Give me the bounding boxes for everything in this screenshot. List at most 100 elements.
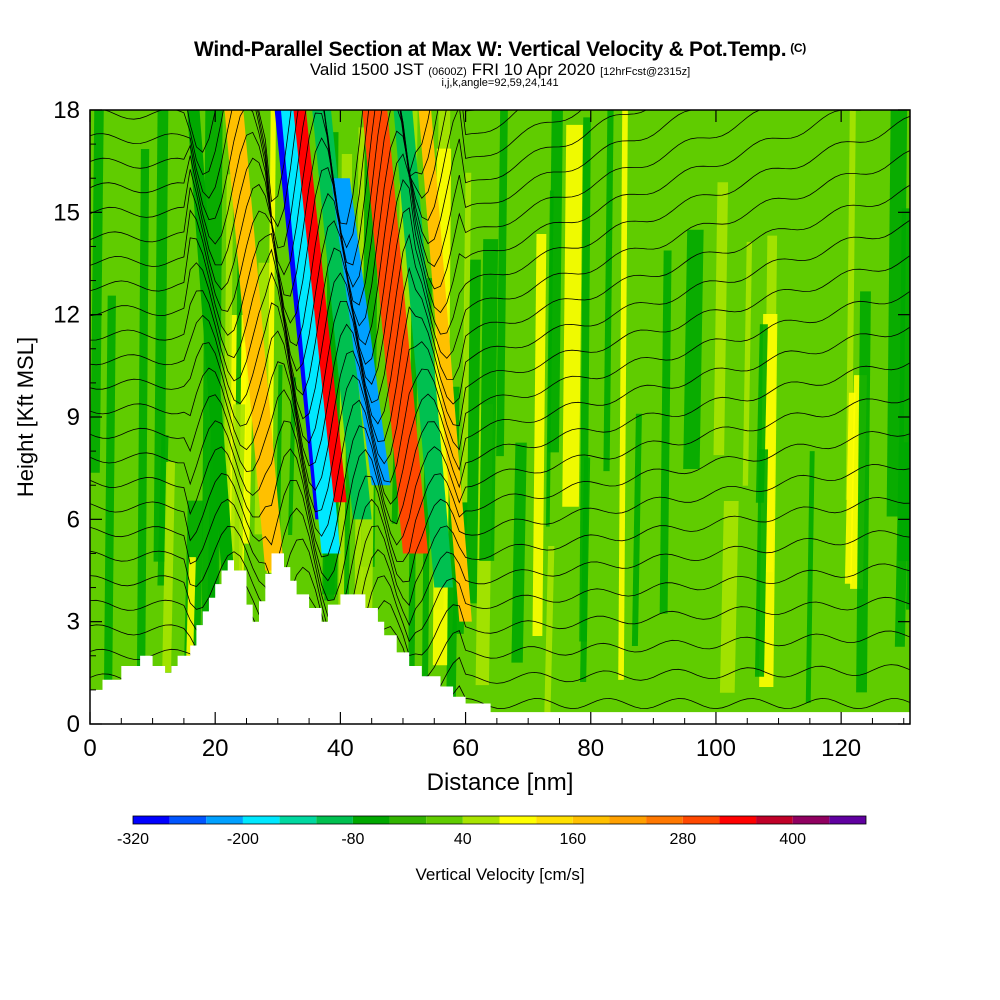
isentrope-line — [90, 464, 910, 625]
colorbar-swatch — [242, 816, 280, 824]
x-tick-label: 0 — [83, 735, 96, 762]
y-tick-label: 18 — [53, 97, 80, 124]
heatmap-streak — [844, 392, 856, 584]
wave-band — [187, 110, 241, 656]
isentrope-line — [90, 326, 910, 537]
chart-subtitle: Valid 1500 JST (0600Z) FRI 10 Apr 2020 [… — [0, 60, 1000, 80]
colorbar-swatch — [426, 816, 463, 824]
heatmap-streak — [580, 457, 591, 682]
x-axis-label: Distance [nm] — [427, 769, 574, 796]
colorbar-swatch — [389, 816, 427, 824]
valid-date: FRI 10 Apr 2020 — [471, 60, 596, 79]
heatmap-streak — [894, 442, 909, 647]
heatmap-streak — [805, 451, 815, 703]
wave-band — [293, 110, 347, 503]
colorbar-swatch — [792, 816, 830, 824]
colorbar-tick-label: 280 — [669, 831, 696, 848]
isentrope-line — [90, 110, 762, 347]
colorbar-swatch — [646, 816, 683, 824]
colorbar-swatch — [279, 816, 317, 824]
wave-band — [312, 110, 372, 520]
wave-band — [362, 110, 429, 554]
colorbar-tick-label: -80 — [341, 831, 364, 848]
isentrope-line — [90, 219, 910, 467]
heatmap-streak — [742, 241, 753, 486]
terrain — [90, 553, 910, 724]
colorbar-swatch — [829, 816, 866, 824]
isentrope-line — [90, 290, 910, 513]
x-tick-label: 20 — [202, 735, 229, 762]
colorbar-swatch — [169, 816, 207, 824]
x-tick-label: 100 — [696, 735, 736, 762]
colorbar-swatch — [609, 816, 647, 824]
colorbar-swatch — [756, 816, 793, 824]
heatmap-streak — [544, 545, 555, 720]
heatmap-streak — [90, 110, 104, 473]
isentrope-line — [90, 497, 910, 644]
x-tick-label: 120 — [821, 735, 861, 762]
isentrope-line — [90, 110, 582, 288]
y-tick-label: 9 — [67, 404, 80, 431]
heatmap-streak — [103, 295, 116, 717]
heatmap-streak — [532, 233, 547, 636]
colorbar-tick-label: -320 — [117, 831, 149, 848]
wave-band — [418, 110, 472, 622]
heatmap-streak — [461, 172, 472, 503]
isentrope-line — [90, 530, 910, 667]
title-text: Wind-Parallel Section at Max W: Vertical… — [194, 38, 787, 61]
isentrope-line — [90, 110, 648, 306]
heatmap-streak — [856, 291, 871, 693]
colorbar-swatch — [682, 816, 720, 824]
wave-band — [393, 110, 454, 588]
colorbar-label: Vertical Velocity [cm/s] — [415, 865, 584, 884]
isentrope-line — [90, 110, 706, 327]
forecast-info: [12hrFcst@2315z] — [600, 66, 691, 78]
x-tick-label: 40 — [327, 735, 354, 762]
colorbar-tick-label: 40 — [454, 831, 472, 848]
colorbar-swatch — [719, 816, 757, 824]
colorbar-frame — [132, 815, 867, 825]
wave-band — [330, 178, 391, 486]
x-tick-label: 80 — [577, 735, 604, 762]
wave-band — [280, 110, 341, 554]
isentrope-line — [90, 184, 910, 444]
heatmap-streak — [631, 413, 642, 647]
colorbar-swatch — [462, 816, 500, 824]
heatmap-streak — [754, 449, 769, 677]
isentrope-line — [90, 431, 910, 602]
isentrope-line — [90, 398, 910, 582]
colorbar-swatch — [206, 816, 243, 824]
x-tick-label: 60 — [452, 735, 479, 762]
heatmap-streak — [153, 110, 169, 562]
heatmap-streak — [136, 148, 150, 676]
isentrope-line — [90, 110, 865, 372]
valid-time: Valid 1500 JST — [309, 60, 424, 79]
colorbar-tick-label: 400 — [779, 831, 806, 848]
heatmap-streak — [496, 110, 508, 457]
colorbar-swatch — [352, 816, 390, 824]
heatmap-streak — [845, 110, 856, 500]
isentrope-line — [90, 255, 910, 492]
isentrope-line — [90, 362, 910, 558]
valid-utc: (0600Z) — [428, 66, 467, 78]
chart-title: Wind-Parallel Section at Max W: Vertical… — [0, 38, 1000, 62]
y-tick-label: 3 — [67, 609, 80, 636]
copyright-mark: (C) — [790, 41, 806, 55]
heatmap-streak — [618, 110, 628, 680]
isentrope-line — [90, 110, 519, 266]
colorbar-swatch — [536, 816, 573, 824]
isentrope-line — [90, 150, 910, 420]
colorbar-swatch — [316, 816, 353, 824]
y-tick-label: 12 — [53, 302, 80, 329]
y-axis-label: Height [Kft MSL] — [13, 337, 38, 497]
heatmap-streak — [683, 229, 704, 470]
y-tick-label: 0 — [67, 711, 80, 738]
heatmap-streak — [162, 462, 176, 673]
chart-indices: i,j,k,angle=92,59,24,141 — [441, 77, 559, 89]
colorbar-swatch — [499, 816, 537, 824]
y-tick-label: 6 — [67, 506, 80, 533]
y-tick-label: 15 — [53, 199, 80, 226]
colorbar-tick-label: -200 — [227, 831, 259, 848]
colorbar-tick-label: 160 — [559, 831, 586, 848]
